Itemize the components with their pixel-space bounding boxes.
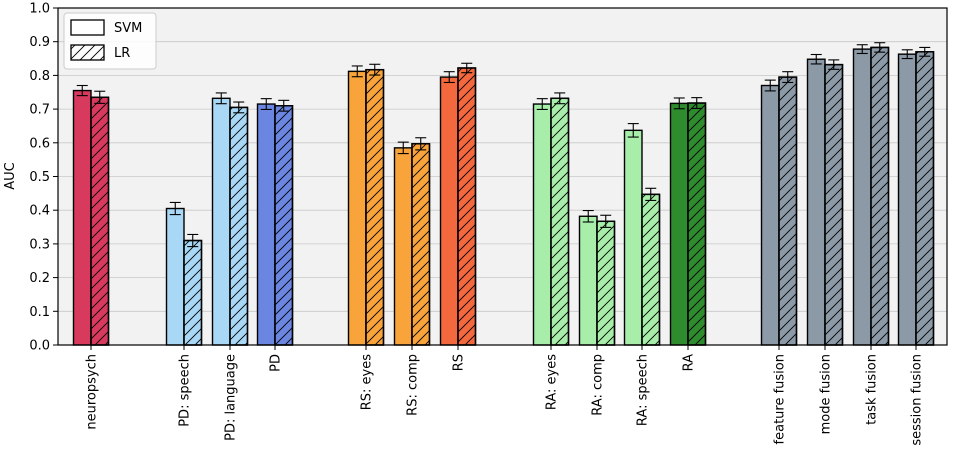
bar-group <box>760 71 798 346</box>
x-tick-label: PD: speech <box>178 354 193 427</box>
y-tick-label: 1.0 <box>29 2 50 17</box>
legend-label-svm: SVM <box>114 21 142 36</box>
bar-svm <box>211 97 231 346</box>
y-tick-label: 0.8 <box>29 69 50 84</box>
x-tick-label: RS <box>452 354 467 371</box>
bar-svm <box>623 129 643 346</box>
y-tick-label: 0.9 <box>29 35 50 50</box>
bar-lr-hatch <box>458 67 476 346</box>
bar-group <box>211 92 249 346</box>
bar-lr-hatch <box>412 143 430 345</box>
bar-group <box>897 46 935 346</box>
bar-lr-hatch <box>366 69 384 346</box>
legend-swatch-svm <box>70 19 105 36</box>
bar-svm <box>669 102 689 346</box>
bar-svm <box>532 103 552 346</box>
bar-group <box>806 53 844 346</box>
y-tick-label: 0.5 <box>29 170 50 185</box>
y-tick-label: 0.0 <box>29 339 50 354</box>
bar-group <box>852 42 890 346</box>
bar-group <box>578 209 616 346</box>
x-tick-label: task fusion <box>865 354 880 425</box>
y-tick-label: 0.2 <box>29 271 50 286</box>
bar-group <box>393 137 431 346</box>
bar-svm <box>578 215 598 346</box>
bar-svm <box>806 58 826 346</box>
bar-svm <box>760 84 780 346</box>
bar-lr-hatch <box>230 107 248 345</box>
bar-lr-hatch <box>688 103 706 345</box>
legend-label-lr: LR <box>114 46 130 61</box>
x-tick-label: RA <box>682 354 697 372</box>
bar-svm <box>393 147 413 346</box>
x-tick-label: feature fusion <box>773 354 788 444</box>
bar-svm <box>72 89 92 346</box>
bar-group <box>439 62 477 346</box>
bar-group <box>256 98 294 346</box>
y-tick-label: 0.6 <box>29 136 50 151</box>
bar-lr-hatch <box>825 64 843 345</box>
axes: 0.0 0.1 0.2 0.3 0.4 0.5 0.6 0.7 0.8 0.9 1.0 neurops… <box>29 2 948 446</box>
bar-group <box>623 123 661 346</box>
bar-lr-hatch <box>871 47 889 345</box>
bar-group <box>532 92 570 346</box>
x-tick-label: RS: eyes <box>360 354 375 410</box>
bar-group <box>72 84 110 346</box>
legend: SVM LR <box>63 12 157 70</box>
x-tick-label: PD <box>269 354 284 372</box>
y-tick-label: 0.4 <box>29 204 50 219</box>
bar-lr-hatch <box>779 77 797 346</box>
bar-lr-hatch <box>597 221 615 345</box>
legend-swatch-lr <box>70 44 105 61</box>
bar-lr-hatch <box>91 97 109 346</box>
y-tick-label: 0.1 <box>29 305 50 320</box>
x-tick-label: RA: eyes <box>545 354 560 410</box>
bar-svm <box>897 53 917 346</box>
y-axis-label: AUC <box>3 162 18 190</box>
bar-svm <box>165 207 185 346</box>
bar-svm <box>256 103 276 346</box>
x-tick-label: neuropsych <box>85 354 100 430</box>
bar-svm <box>852 48 872 346</box>
x-tick-label: session fusion <box>910 354 925 446</box>
bar-lr-hatch <box>184 240 202 345</box>
y-tick-label: 0.3 <box>29 237 50 252</box>
bar-svm <box>347 70 367 346</box>
bar-svm <box>439 76 459 346</box>
x-tick-label: RS: comp <box>406 354 421 416</box>
bar-lr-hatch <box>551 98 569 345</box>
y-tick-label: 0.7 <box>29 103 50 118</box>
bar-group <box>347 63 385 346</box>
x-tick-label: PD: language <box>224 354 239 441</box>
x-tick-label: RA: speech <box>636 354 651 426</box>
plot-frame <box>57 7 948 346</box>
bars <box>72 42 935 346</box>
bar-lr-hatch <box>916 51 934 346</box>
bar-lr-hatch <box>642 194 660 345</box>
bar-group <box>669 97 707 346</box>
x-tick-label: mode fusion <box>819 354 834 434</box>
x-tick-label: RA: comp <box>591 354 606 416</box>
bar-lr-hatch <box>275 105 293 345</box>
grid <box>58 41 947 312</box>
